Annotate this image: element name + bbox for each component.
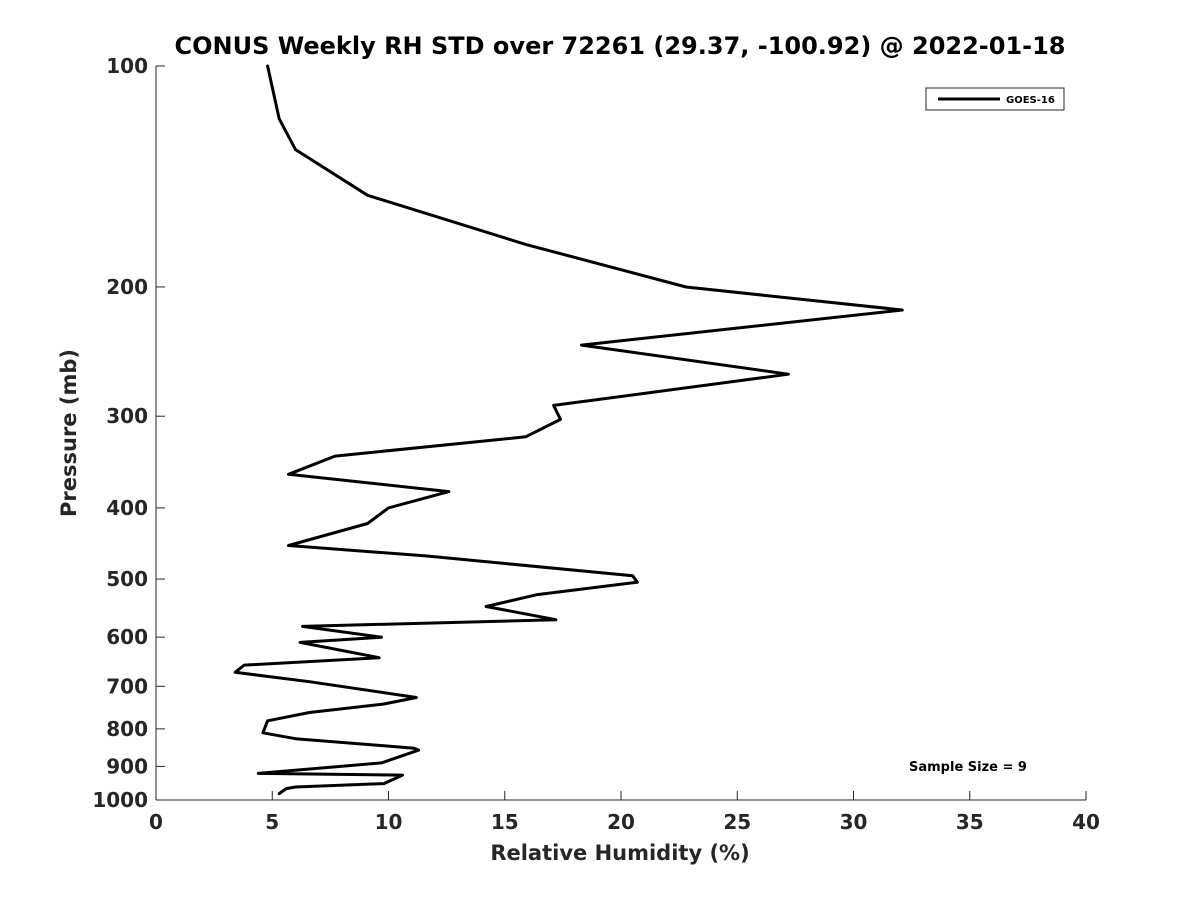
x-tick-label: 20 xyxy=(607,810,635,834)
y-tick-label: 900 xyxy=(106,754,148,778)
legend: GOES-16 xyxy=(925,87,1065,111)
x-tick-label: 0 xyxy=(149,810,163,834)
chart-title: CONUS Weekly RH STD over 72261 (29.37, -… xyxy=(174,32,1065,60)
y-axis-label: Pressure (mb) xyxy=(57,349,81,517)
x-tick-label: 30 xyxy=(840,810,868,834)
series-line-goes-16 xyxy=(233,64,904,796)
x-tick-label: 15 xyxy=(491,810,519,834)
y-tick-label: 200 xyxy=(106,275,148,299)
y-tick-label: 800 xyxy=(106,717,148,741)
series-layer xyxy=(233,64,904,796)
sample-size-annotation: Sample Size = 9 xyxy=(909,760,1027,775)
y-tick-label: 1000 xyxy=(92,788,148,812)
y-tick-label: 100 xyxy=(106,54,148,78)
y-tick-label: 500 xyxy=(106,567,148,591)
x-tick-label: 40 xyxy=(1072,810,1100,834)
x-tick-label: 5 xyxy=(265,810,279,834)
legend-label-goes-16: GOES-16 xyxy=(1006,95,1055,106)
plot-axes: 0 5 10 15 20 25 30 35 40 100 200 300 400 500 600 700 80… xyxy=(92,54,1100,834)
y-axis-ticks: 100 200 300 400 500 600 700 800 900 1000 xyxy=(92,54,165,812)
y-tick-label: 300 xyxy=(106,404,148,428)
x-tick-label: 10 xyxy=(375,810,403,834)
x-tick-label: 35 xyxy=(956,810,984,834)
x-axis-label: Relative Humidity (%) xyxy=(490,841,749,865)
y-tick-label: 700 xyxy=(106,674,148,698)
x-tick-label: 25 xyxy=(723,810,751,834)
x-axis-ticks: 0 5 10 15 20 25 30 35 40 xyxy=(149,791,1100,834)
y-tick-label: 600 xyxy=(106,625,148,649)
y-tick-label: 400 xyxy=(106,496,148,520)
